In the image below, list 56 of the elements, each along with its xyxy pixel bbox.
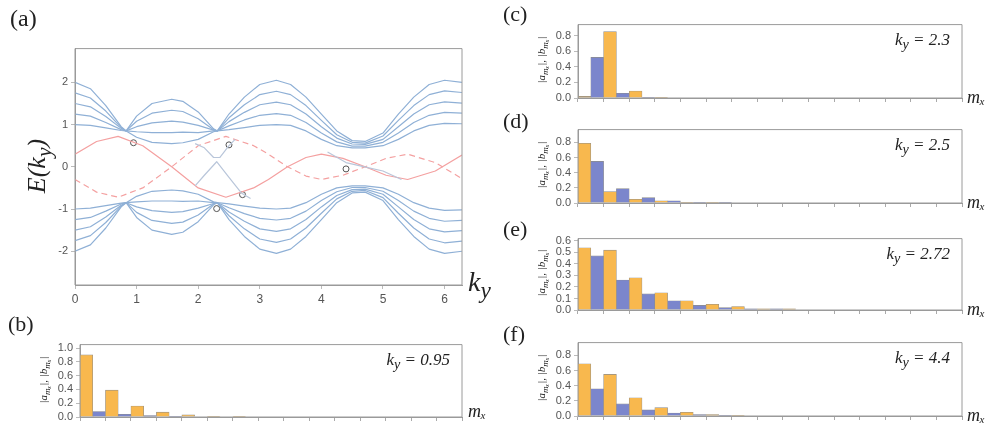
y-tick-label: 0.8 <box>555 28 571 41</box>
y-tick-label: 0.4 <box>555 378 571 391</box>
y-tick-label: -1 <box>58 202 68 215</box>
y-tick-label: 0.4 <box>57 382 73 395</box>
annotation: k$_{y}$ = 2.5 <box>894 135 950 158</box>
x-tick-label: 2 <box>194 291 202 306</box>
chart-title: (b) <box>8 311 34 336</box>
y-tick-label: 0.6 <box>555 363 571 376</box>
y-tick-label: 0.2 <box>555 75 571 88</box>
y-tick-label: 0.0 <box>555 196 571 209</box>
y-tick-label: 2 <box>61 75 68 88</box>
x-axis-title: mₓ <box>967 299 986 319</box>
y-tick-label: 0.5 <box>555 245 571 258</box>
y-tick-label: 1.0 <box>57 341 73 354</box>
y-tick-label: 0.2 <box>57 396 73 409</box>
chart-title: (a) <box>10 5 37 31</box>
y-tick-label: 0.1 <box>555 291 571 304</box>
y-tick-label: 0.2 <box>555 180 571 193</box>
y-tick-label: 1 <box>61 117 68 130</box>
y-tick-label: 0.6 <box>555 150 571 163</box>
chart-title: (e) <box>503 216 528 241</box>
y-tick-label: 0.8 <box>57 354 73 367</box>
y-tick-label: 0.4 <box>555 165 571 178</box>
y-tick-label: 0.6 <box>57 368 73 381</box>
chart-title: (d) <box>503 108 529 133</box>
y-tick-label: 0 <box>61 159 68 172</box>
x-tick-label: 5 <box>379 291 387 306</box>
y-tick-label: -2 <box>58 244 68 257</box>
x-axis-title: mₓ <box>967 192 986 212</box>
x-tick-label: 6 <box>441 291 449 306</box>
y-tick-label: 0.8 <box>555 135 571 148</box>
x-tick-label: 3 <box>256 291 264 306</box>
x-axis-title: mₓ <box>967 405 986 425</box>
y-tick-label: 0.2 <box>555 280 571 292</box>
y-tick-label: 0.0 <box>555 91 571 104</box>
x-tick-label: 1 <box>133 291 141 306</box>
y-tick-label: 0.3 <box>555 268 571 281</box>
y-tick-label: 0.6 <box>555 44 571 57</box>
y-tick-label: 0.4 <box>555 59 571 72</box>
x-axis-title: mₓ <box>468 401 487 421</box>
annotation: k$_{y}$ = 4.4 <box>894 348 950 371</box>
annotation: k$_{y}$ = 0.95 <box>386 350 450 373</box>
x-tick-label: 4 <box>318 291 326 306</box>
y-tick-label: 0.2 <box>555 393 571 406</box>
chart-title: (f) <box>503 321 525 346</box>
x-axis-title: mₓ <box>967 87 986 107</box>
annotation: k$_{y}$ = 2.72 <box>886 244 950 267</box>
y-tick-label: 0.4 <box>555 256 571 269</box>
y-tick-label: 0.8 <box>555 348 571 361</box>
annotation: k$_{y}$ = 2.3 <box>894 30 950 53</box>
y-tick-label: 0.0 <box>57 410 73 423</box>
y-tick-label: 0.6 <box>555 233 571 246</box>
x-axis-title: k$_{y}$ <box>468 266 491 303</box>
y-tick-label: 0.0 <box>555 409 571 422</box>
chart-title: (c) <box>503 1 528 26</box>
y-tick-label: 0.0 <box>555 303 571 316</box>
